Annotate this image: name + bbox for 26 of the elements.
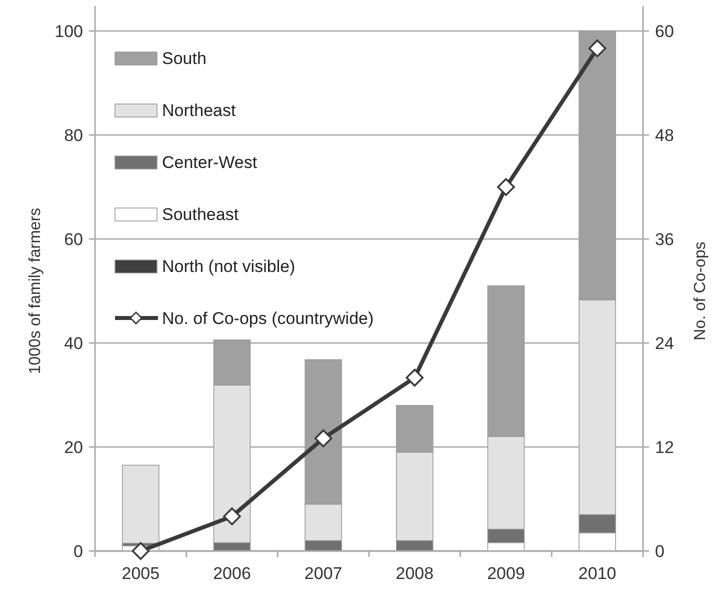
x-tick-label: 2005 bbox=[122, 564, 160, 583]
legend-label: No. of Co-ops (countrywide) bbox=[162, 308, 374, 328]
legend-label: Northeast bbox=[162, 100, 236, 120]
y-tick-label: 60 bbox=[64, 230, 83, 249]
y2-tick-label: 48 bbox=[655, 126, 674, 145]
legend-label: Southeast bbox=[162, 204, 239, 224]
y-tick-label: 40 bbox=[64, 334, 83, 353]
y-tick-label: 0 bbox=[74, 542, 83, 561]
y-axis-title: 1000s of family farmers bbox=[27, 208, 44, 374]
x-tick-label: 2006 bbox=[213, 564, 251, 583]
y2-tick-label: 60 bbox=[655, 22, 674, 41]
legend-label: South bbox=[162, 48, 206, 68]
y-tick-label: 20 bbox=[64, 438, 83, 457]
legend-label: Center-West bbox=[162, 152, 258, 172]
y2-axis-title: No. of Co-ops bbox=[692, 242, 709, 340]
x-tick-label: 2008 bbox=[396, 564, 434, 583]
y2-tick-label: 36 bbox=[655, 230, 674, 249]
y-tick-label: 100 bbox=[54, 22, 83, 41]
y2-tick-label: 0 bbox=[655, 542, 664, 561]
y2-tick-label: 12 bbox=[655, 438, 674, 457]
x-tick-label: 2009 bbox=[487, 564, 525, 583]
y2-tick-label: 24 bbox=[655, 334, 674, 353]
y-tick-label: 80 bbox=[64, 126, 83, 145]
x-tick-label: 2010 bbox=[578, 564, 616, 583]
x-tick-label: 2007 bbox=[304, 564, 342, 583]
legend-label: North (not visible) bbox=[162, 256, 296, 276]
